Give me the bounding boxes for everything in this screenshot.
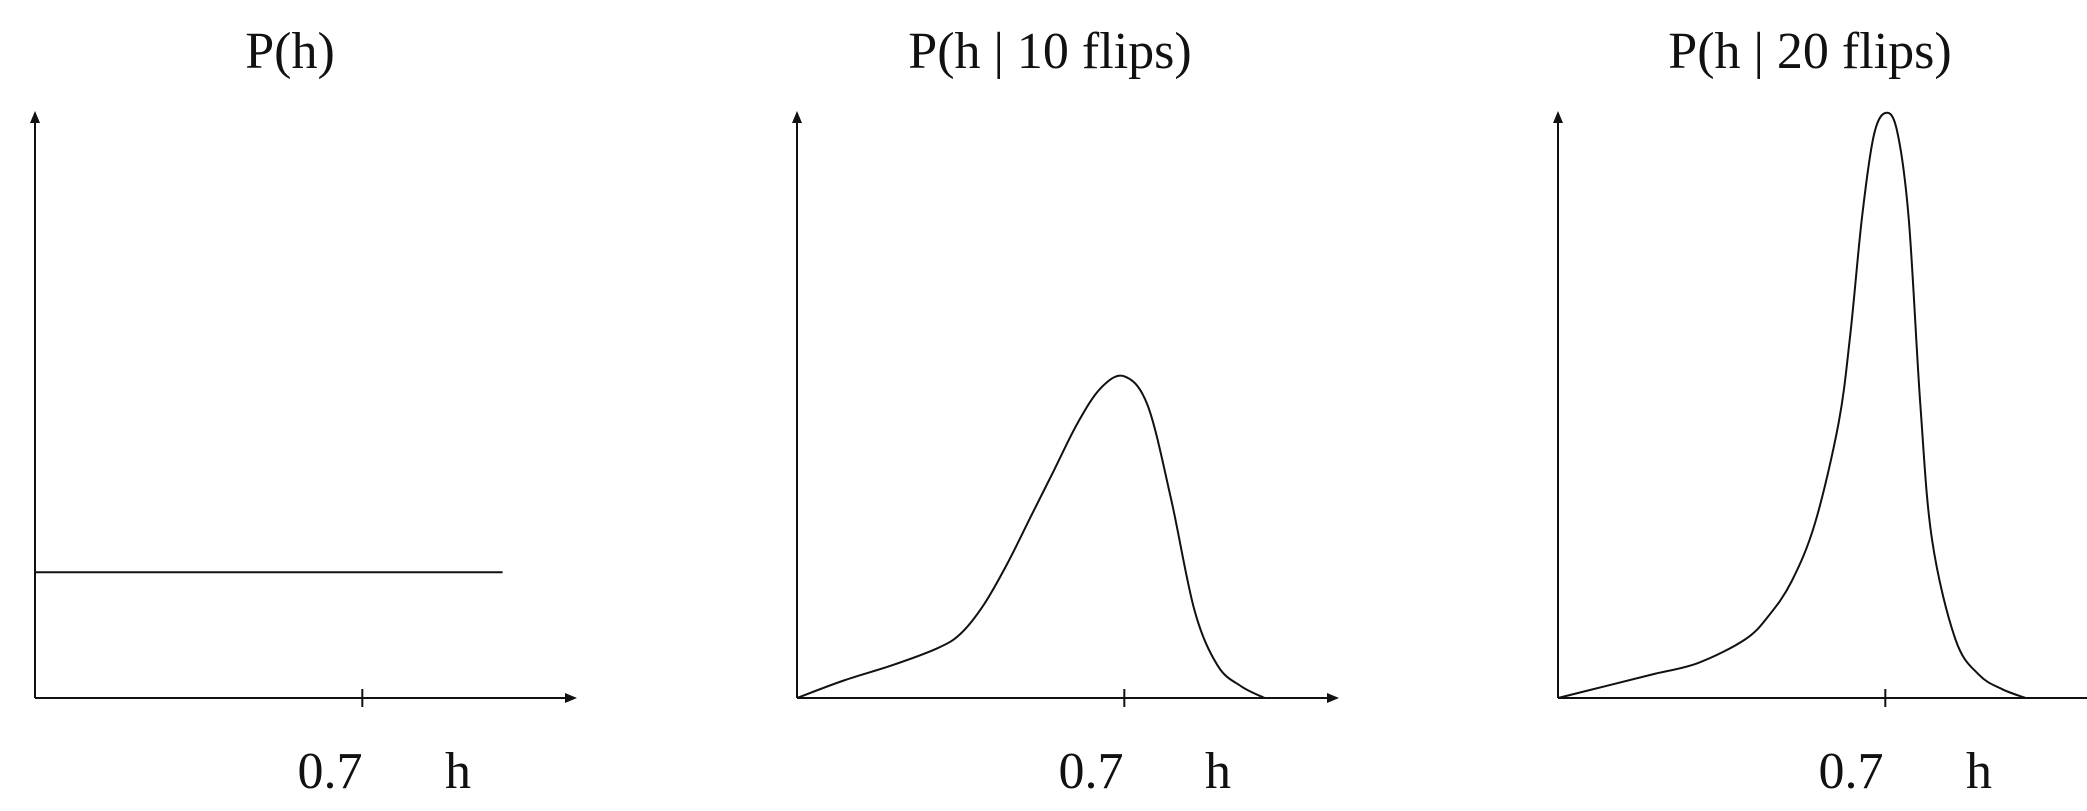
panel-3-xtick-label: 0.7 (1818, 743, 1884, 800)
panel-2-x-axis-label: h (1205, 743, 1231, 800)
panel-2-xtick-label: 0.7 (1058, 743, 1124, 800)
panel-1-x-axis-label: h (445, 743, 471, 800)
panel-2-density-curve (796, 374, 1266, 699)
panel-3-x-axis-label: h (1966, 743, 1992, 800)
panel-1-title: P(h) (245, 23, 335, 80)
panel-3-title: P(h | 20 flips) (1668, 23, 1952, 80)
panel-3-density-curve (1557, 111, 2026, 699)
panel-1-xtick-label: 0.7 (297, 743, 363, 800)
panel-2-title: P(h | 10 flips) (908, 23, 1192, 80)
